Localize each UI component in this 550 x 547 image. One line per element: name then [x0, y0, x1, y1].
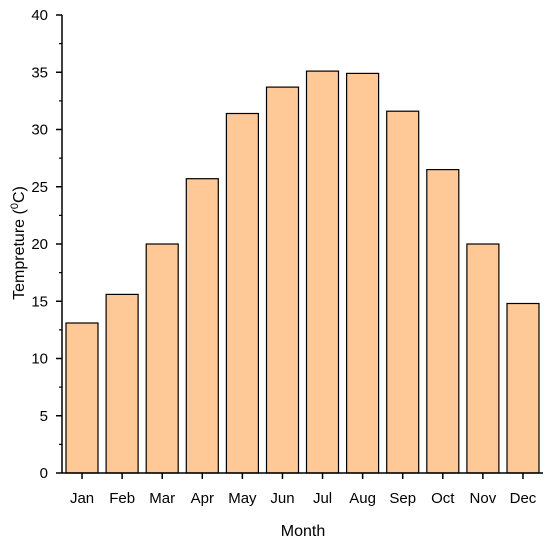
x-axis-label: Month — [281, 523, 325, 540]
bar-mar — [145, 243, 179, 474]
y-axis-label: Tempreture (0C) — [9, 186, 28, 300]
x-tick-label: Apr — [191, 490, 214, 507]
bar-may — [225, 112, 259, 474]
y-tick-label: 35 — [31, 64, 48, 81]
bar-oct — [426, 169, 460, 474]
bar-jun — [265, 86, 300, 474]
bars-group — [65, 70, 540, 474]
x-tick-label: Oct — [431, 490, 455, 507]
bar-jul — [305, 70, 340, 474]
x-tick-label: May — [228, 490, 257, 507]
y-tick-label: 0 — [40, 465, 48, 482]
x-tick-label: Jan — [70, 490, 94, 507]
y-axis-label-superscript: 0 — [9, 203, 21, 209]
y-tick-label: 40 — [31, 7, 48, 24]
bar-dec — [506, 302, 540, 474]
y-axis-label-main: Tempreture ( — [11, 208, 28, 299]
x-ticks-group: Jan Feb Mar Apr May Jun Jul Aug Sep Oct Nov Dec — [70, 473, 537, 507]
y-tick-label: 15 — [31, 293, 48, 310]
y-ticks-group: 0 5 10 15 20 25 30 35 40 — [31, 7, 62, 482]
y-tick-label: 5 — [40, 408, 48, 425]
bar-sep — [386, 110, 420, 474]
x-tick-label: Jun — [270, 490, 294, 507]
y-axis-label-suffix: C) — [11, 186, 28, 203]
x-tick-label: Feb — [109, 490, 135, 507]
x-tick-label: Sep — [389, 490, 416, 507]
x-tick-label: Jul — [313, 490, 332, 507]
x-tick-label: Aug — [349, 490, 376, 507]
y-tick-label: 30 — [31, 122, 48, 139]
bar-jan — [65, 322, 99, 474]
y-tick-label: 25 — [31, 179, 48, 196]
x-tick-label: Dec — [510, 490, 537, 507]
bar-nov — [466, 243, 500, 474]
bar-feb — [105, 293, 139, 474]
x-tick-label: Nov — [470, 490, 497, 507]
bar-apr — [185, 178, 219, 474]
bar-aug — [346, 72, 380, 474]
y-tick-label: 10 — [31, 351, 48, 368]
y-tick-label: 20 — [31, 236, 48, 253]
x-tick-label: Mar — [149, 490, 175, 507]
